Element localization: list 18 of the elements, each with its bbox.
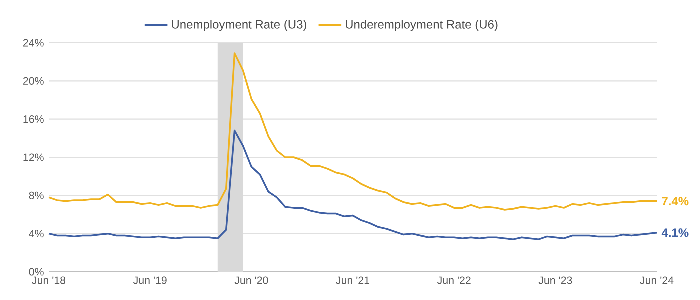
legend-label: Underemployment Rate (U6) (346, 20, 498, 32)
x-tick-label: Jun '20 (234, 276, 268, 284)
x-tick-label: Jun '23 (538, 276, 572, 284)
x-tick-label: Jun '19 (133, 276, 167, 284)
annotation: 7.4% (662, 197, 689, 206)
x-tick-label: Jun '21 (336, 276, 370, 284)
y-tick-label: 4% (29, 230, 44, 238)
x-tick-label: Jun '18 (32, 276, 66, 284)
y-tick-label: 8% (29, 192, 44, 200)
x-tick-label: Jun '22 (437, 276, 471, 284)
legend-label: Unemployment Rate (U3) (172, 20, 306, 32)
y-tick-label: 12% (24, 154, 44, 162)
annotation: 4.1% (662, 228, 689, 238)
y-tick-label: 0% (29, 268, 44, 276)
y-tick-label: 16% (24, 116, 44, 124)
y-tick-label: 20% (23, 77, 44, 85)
y-tick-label: 24% (23, 39, 44, 47)
x-tick-label: Jun '24 (640, 276, 674, 284)
